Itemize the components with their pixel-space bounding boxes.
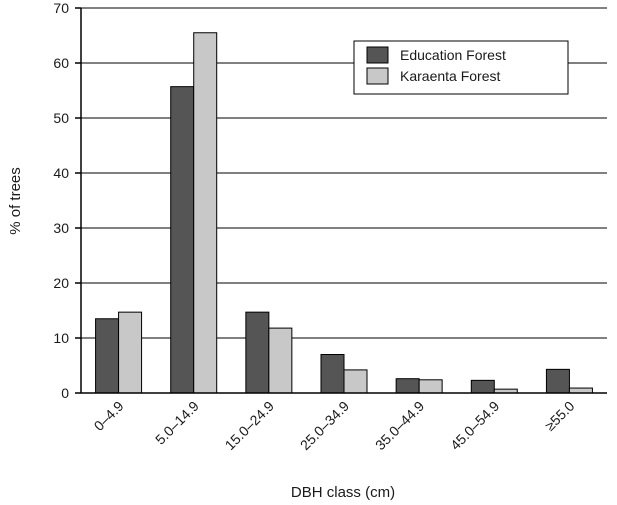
y-tick-label: 40 <box>53 165 69 181</box>
bar-education <box>245 311 270 394</box>
y-tick-label: 60 <box>53 55 69 71</box>
x-tick-label: 45.0–54.9 <box>447 398 503 454</box>
bar-education <box>545 368 570 394</box>
x-axis-ticks: 0–4.9 5.0–14.9 15.0–24.9 25.0–34.9 35.0–44.9… <box>91 398 578 454</box>
axes <box>80 8 607 394</box>
bar-karaenta <box>418 379 443 394</box>
x-tick-label: ≥55.0 <box>542 398 578 434</box>
bar-education <box>95 318 120 394</box>
legend-swatch <box>366 67 389 85</box>
bar-education <box>470 379 495 394</box>
legend-label: Karaenta Forest <box>400 68 500 84</box>
y-tick-label: 50 <box>53 110 69 126</box>
y-tick-label: 20 <box>53 275 69 291</box>
y-axis-ticks: 0 10 20 30 40 50 60 70 <box>53 0 81 401</box>
x-axis-title: DBH class (cm) <box>291 484 395 501</box>
x-tick-label: 25.0–34.9 <box>297 398 353 454</box>
bar-education <box>320 354 345 394</box>
legend-swatch <box>366 46 389 64</box>
bar-education <box>395 378 420 394</box>
bar-karaenta <box>118 311 143 394</box>
x-tick-label: 15.0–24.9 <box>222 398 278 454</box>
bar-education <box>170 86 195 394</box>
x-tick-label: 0–4.9 <box>91 398 127 434</box>
x-tick-label: 5.0–14.9 <box>152 398 202 448</box>
bar-karaenta <box>193 32 218 394</box>
bar-karaenta <box>268 327 293 394</box>
bar-karaenta <box>343 369 368 394</box>
y-tick-label: 70 <box>53 0 69 16</box>
y-tick-label: 0 <box>61 385 69 401</box>
legend-label: Education Forest <box>400 47 506 63</box>
legend: Education Forest Karaenta Forest <box>353 40 569 95</box>
y-tick-label: 30 <box>53 220 69 236</box>
bars <box>95 32 593 394</box>
gridlines <box>81 7 607 339</box>
y-axis-title: % of trees <box>7 167 24 235</box>
y-tick-label: 10 <box>53 330 69 346</box>
legend-box <box>353 40 569 95</box>
x-tick-label: 35.0–44.9 <box>372 398 428 454</box>
